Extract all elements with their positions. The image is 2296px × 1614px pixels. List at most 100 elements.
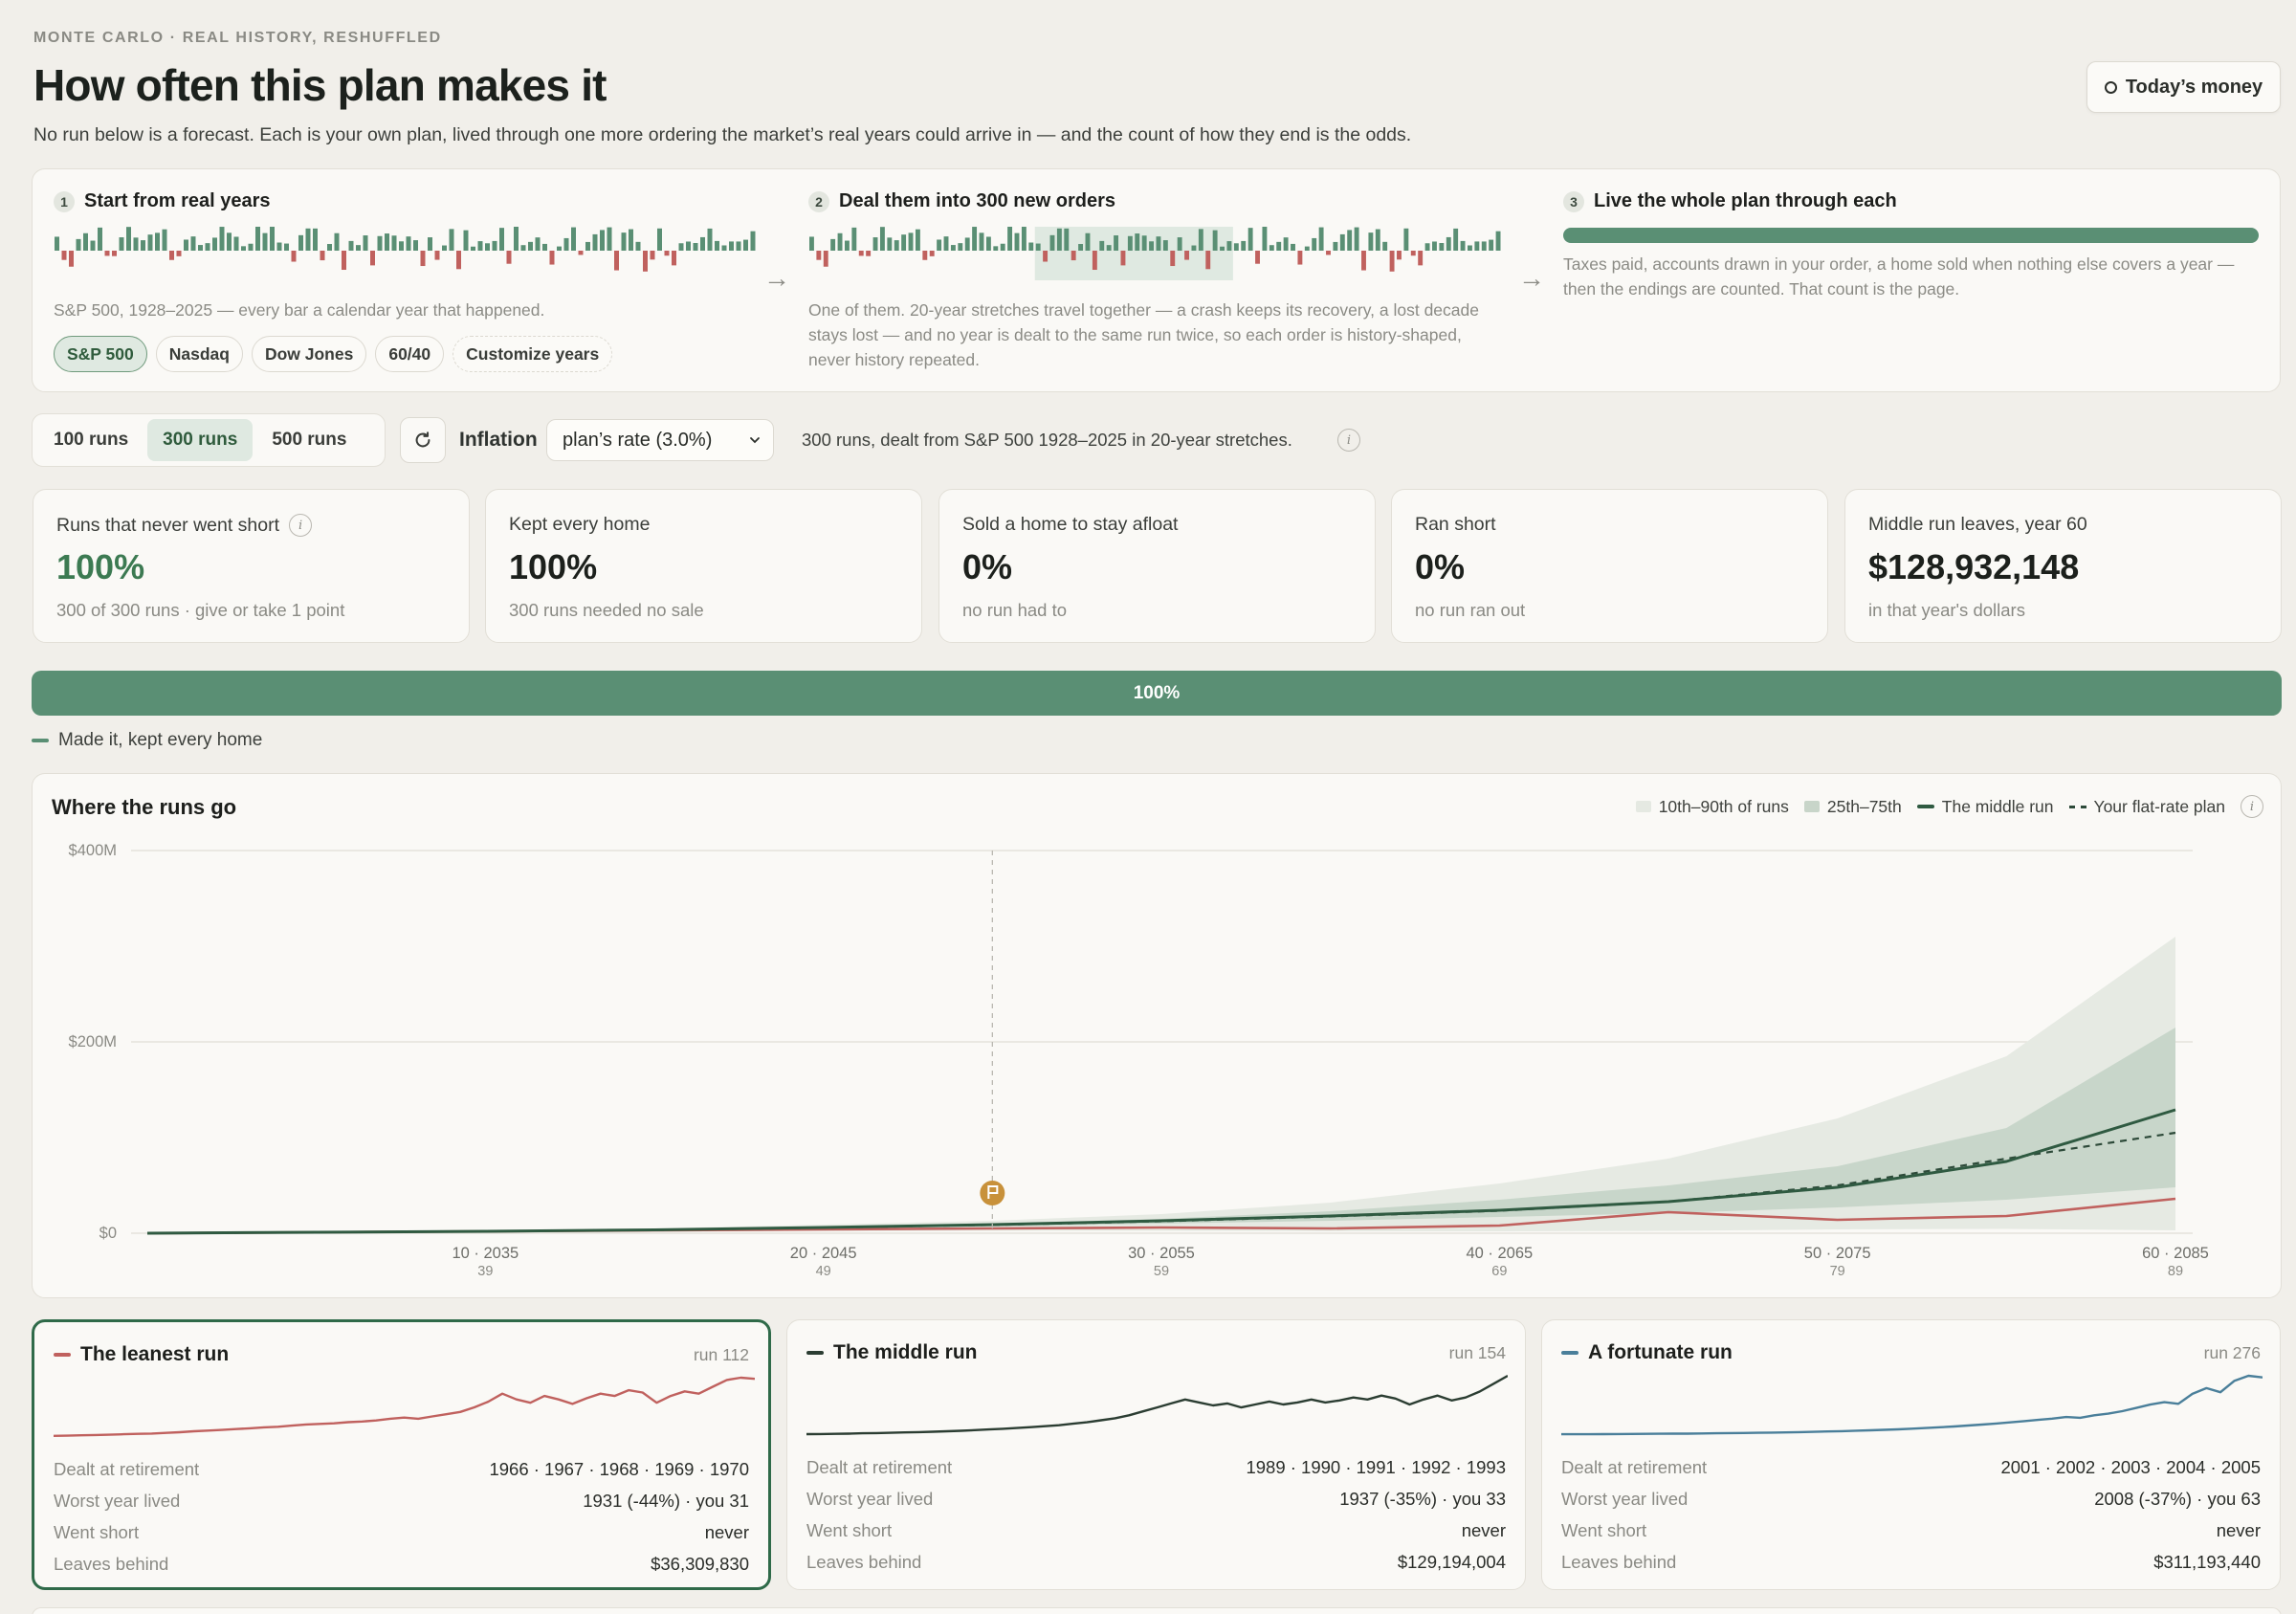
year-bar [1035, 243, 1041, 251]
sparkline-path [54, 1376, 755, 1437]
year-bar [693, 243, 698, 251]
stat-value: 0% [1415, 547, 1466, 586]
row-value: 1937 (-35%) · you 33 [1339, 1488, 1506, 1509]
year-bar [563, 237, 569, 251]
step-caption: S&P 500, 1928–2025 — every bar a calenda… [54, 300, 545, 320]
year-bar [592, 233, 598, 251]
year-bar [342, 251, 346, 271]
year-bar [205, 243, 210, 251]
year-bar [1056, 228, 1062, 251]
year-bar [463, 230, 469, 251]
refresh-icon [415, 431, 430, 448]
info-icon[interactable]: i [2241, 795, 2263, 818]
x-tick-label: 10 · 2035 [452, 1245, 519, 1262]
inflation-selected-value: plan’s rate (3.0%) [563, 429, 713, 451]
year-bar [528, 241, 533, 251]
year-bar [1297, 251, 1303, 265]
market-sp500[interactable]: S&P 500 [54, 336, 147, 372]
year-bar [284, 243, 289, 251]
year-bar [1162, 240, 1168, 251]
year-bar [964, 237, 970, 251]
year-bar [1460, 240, 1466, 251]
chart-legend: 10th–90th of runs 25th–75th The middle r… [1635, 795, 2263, 818]
year-bar [1078, 244, 1084, 251]
year-bar [879, 227, 885, 251]
info-icon[interactable]: i [1337, 429, 1360, 452]
step-1: 1 Start from real years S&P 500, 1928–20… [33, 169, 769, 391]
year-bar [83, 232, 88, 251]
year-bar [664, 251, 670, 256]
year-bar [55, 236, 59, 251]
step-number: 3 [1563, 190, 1584, 212]
year-bar [334, 232, 340, 251]
year-bar [499, 228, 504, 251]
customize-years-button[interactable]: Customize years [453, 336, 613, 372]
year-bar [406, 236, 411, 251]
legend-swatch [54, 1353, 71, 1357]
year-bar [979, 232, 984, 251]
year-bar [162, 229, 167, 251]
info-icon[interactable]: i [289, 514, 313, 537]
runs-500-option[interactable]: 500 runs [272, 430, 347, 450]
year-bar [434, 251, 440, 260]
year-bar [915, 229, 920, 251]
year-bar [1255, 251, 1260, 264]
year-bar [133, 237, 139, 251]
middle-run-line [146, 1108, 2176, 1235]
market-dow[interactable]: Dow Jones [251, 336, 367, 372]
year-bar [929, 251, 935, 256]
x-tick-label: 20 · 2045 [790, 1245, 857, 1262]
year-bar [657, 228, 662, 251]
run-card-fortunate[interactable]: A fortunate run run 276 Dealt at retirem… [1541, 1319, 2281, 1590]
inflation-select[interactable]: plan’s rate (3.0%) [546, 419, 774, 461]
year-bar [557, 246, 562, 251]
year-bar [391, 235, 397, 251]
year-bar [721, 245, 727, 251]
year-bar [305, 228, 311, 251]
year-bar [1276, 241, 1282, 251]
year-bar [1049, 234, 1055, 251]
year-bar [535, 237, 541, 251]
band-10-90 [147, 937, 2175, 1233]
row-value: $36,309,830 [651, 1553, 749, 1574]
year-bar [1141, 235, 1147, 251]
year-bar [743, 239, 748, 251]
year-bar [449, 229, 454, 251]
year-bar [1120, 251, 1126, 266]
year-bar [1247, 228, 1253, 251]
year-bar [377, 235, 383, 251]
year-bar [571, 227, 576, 251]
market-60-40[interactable]: 60/40 [375, 336, 445, 372]
year-bar [629, 229, 633, 251]
year-bar [1233, 243, 1239, 251]
row-value: 1989 · 1990 · 1991 · 1992 · 1993 [1246, 1456, 1506, 1477]
runs-count-selector: 100 runs 300 runs 500 runs [32, 413, 386, 467]
runs-300-option[interactable]: 300 runs [147, 419, 254, 461]
todays-money-toggle[interactable]: Today’s money [2086, 61, 2281, 113]
flag-glyph [987, 1185, 999, 1199]
year-bar [922, 251, 928, 260]
year-bar [276, 242, 282, 251]
x-tick-label: 50 · 2075 [1804, 1245, 1871, 1262]
page-title: How often this plan makes it [33, 60, 607, 110]
year-bar [830, 238, 836, 251]
runs-100-option[interactable]: 100 runs [54, 430, 129, 450]
todays-money-label: Today’s money [2125, 76, 2263, 98]
year-bar [298, 234, 303, 251]
next-section-edge [32, 1607, 2282, 1614]
reshuffle-button[interactable] [400, 417, 446, 463]
arrow-right-icon: → [763, 263, 790, 293]
year-bar [549, 251, 555, 265]
market-nasdaq[interactable]: Nasdaq [155, 336, 243, 372]
year-bar [901, 234, 907, 251]
runs-fan-chart[interactable]: $400M $200M $0 10 · 2035 39 20 · 2045 49 30 · 2… [33, 774, 2280, 1296]
runs-description: 300 runs, dealt from S&P 500 1928–2025 i… [802, 430, 1292, 450]
year-bar [1092, 251, 1097, 271]
year-bar [190, 236, 196, 251]
run-card-leanest[interactable]: The leanest run run 112 Dealt at retirem… [32, 1319, 771, 1590]
year-bar [1474, 241, 1480, 251]
year-bar [858, 251, 864, 256]
year-bar [1318, 227, 1324, 251]
run-card-middle[interactable]: The middle run run 154 Dealt at retireme… [786, 1319, 1526, 1590]
run-title: A fortunate run [1588, 1341, 1733, 1363]
